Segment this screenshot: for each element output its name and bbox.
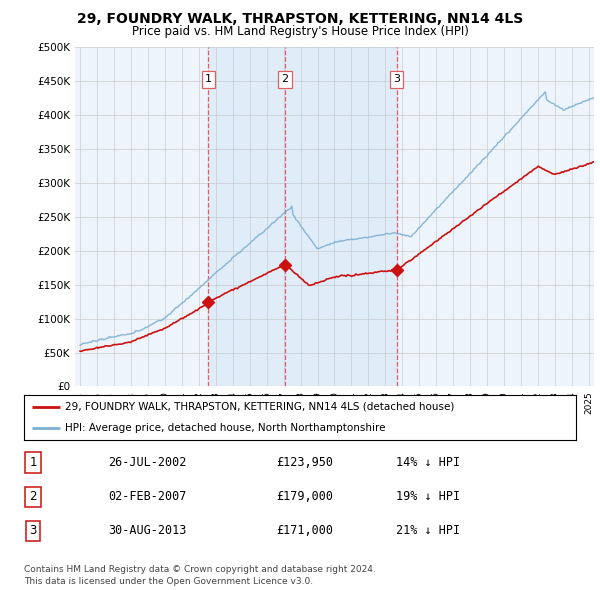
- Text: 2: 2: [281, 74, 289, 84]
- Text: 1: 1: [205, 74, 212, 84]
- Text: This data is licensed under the Open Government Licence v3.0.: This data is licensed under the Open Gov…: [24, 577, 313, 586]
- Text: 1: 1: [29, 456, 37, 469]
- Text: 29, FOUNDRY WALK, THRAPSTON, KETTERING, NN14 4LS: 29, FOUNDRY WALK, THRAPSTON, KETTERING, …: [77, 12, 523, 26]
- Text: Contains HM Land Registry data © Crown copyright and database right 2024.: Contains HM Land Registry data © Crown c…: [24, 565, 376, 574]
- Text: 3: 3: [29, 525, 37, 537]
- Text: £179,000: £179,000: [276, 490, 333, 503]
- Text: 02-FEB-2007: 02-FEB-2007: [108, 490, 187, 503]
- Text: Price paid vs. HM Land Registry's House Price Index (HPI): Price paid vs. HM Land Registry's House …: [131, 25, 469, 38]
- Text: 30-AUG-2013: 30-AUG-2013: [108, 525, 187, 537]
- Text: 29, FOUNDRY WALK, THRAPSTON, KETTERING, NN14 4LS (detached house): 29, FOUNDRY WALK, THRAPSTON, KETTERING, …: [65, 402, 455, 412]
- Text: 3: 3: [393, 74, 400, 84]
- Bar: [208, 47, 397, 386]
- Text: 26-JUL-2002: 26-JUL-2002: [108, 456, 187, 469]
- Text: 14% ↓ HPI: 14% ↓ HPI: [396, 456, 460, 469]
- Text: 2: 2: [29, 490, 37, 503]
- Text: 21% ↓ HPI: 21% ↓ HPI: [396, 525, 460, 537]
- Text: HPI: Average price, detached house, North Northamptonshire: HPI: Average price, detached house, Nort…: [65, 423, 386, 433]
- Text: £123,950: £123,950: [276, 456, 333, 469]
- Text: £171,000: £171,000: [276, 525, 333, 537]
- Text: 19% ↓ HPI: 19% ↓ HPI: [396, 490, 460, 503]
